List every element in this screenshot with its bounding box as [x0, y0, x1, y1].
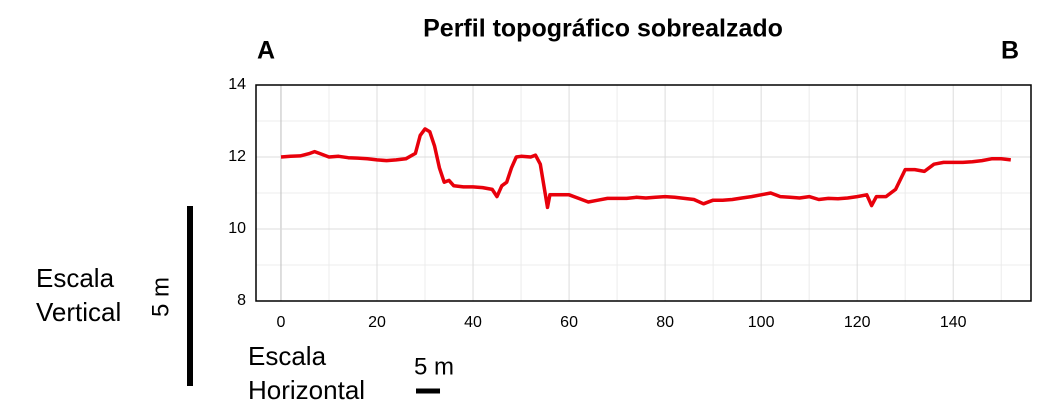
scale-title: Horizontal — [248, 375, 365, 405]
profile-line — [280, 127, 1011, 210]
end-label: B — [1001, 37, 1019, 65]
x-tick-label: 40 — [464, 314, 482, 331]
start-label: A — [257, 37, 275, 65]
scale-title: Escala — [36, 263, 115, 293]
x-tick-label: 120 — [844, 314, 871, 331]
y-tick-label: 10 — [228, 220, 246, 237]
scale-title: Escala — [248, 341, 327, 371]
x-tick-label: 100 — [748, 314, 775, 331]
plot-frame — [255, 84, 1032, 302]
scale-title: Vertical — [36, 297, 121, 327]
x-tick-label: 80 — [656, 314, 674, 331]
x-tick-label: 60 — [560, 314, 578, 331]
y-tick-label: 14 — [228, 76, 246, 93]
x-tick-label: 20 — [368, 314, 386, 331]
scale-label: 5 m — [414, 353, 454, 380]
y-tick-label: 8 — [237, 292, 246, 309]
x-tick-label: 140 — [940, 314, 967, 331]
y-tick-label: 12 — [228, 148, 246, 165]
chart-title: Perfil topográfico sobrealzado — [423, 15, 783, 43]
x-tick-label: 0 — [277, 314, 286, 331]
scale-label: 5 m — [147, 277, 174, 317]
